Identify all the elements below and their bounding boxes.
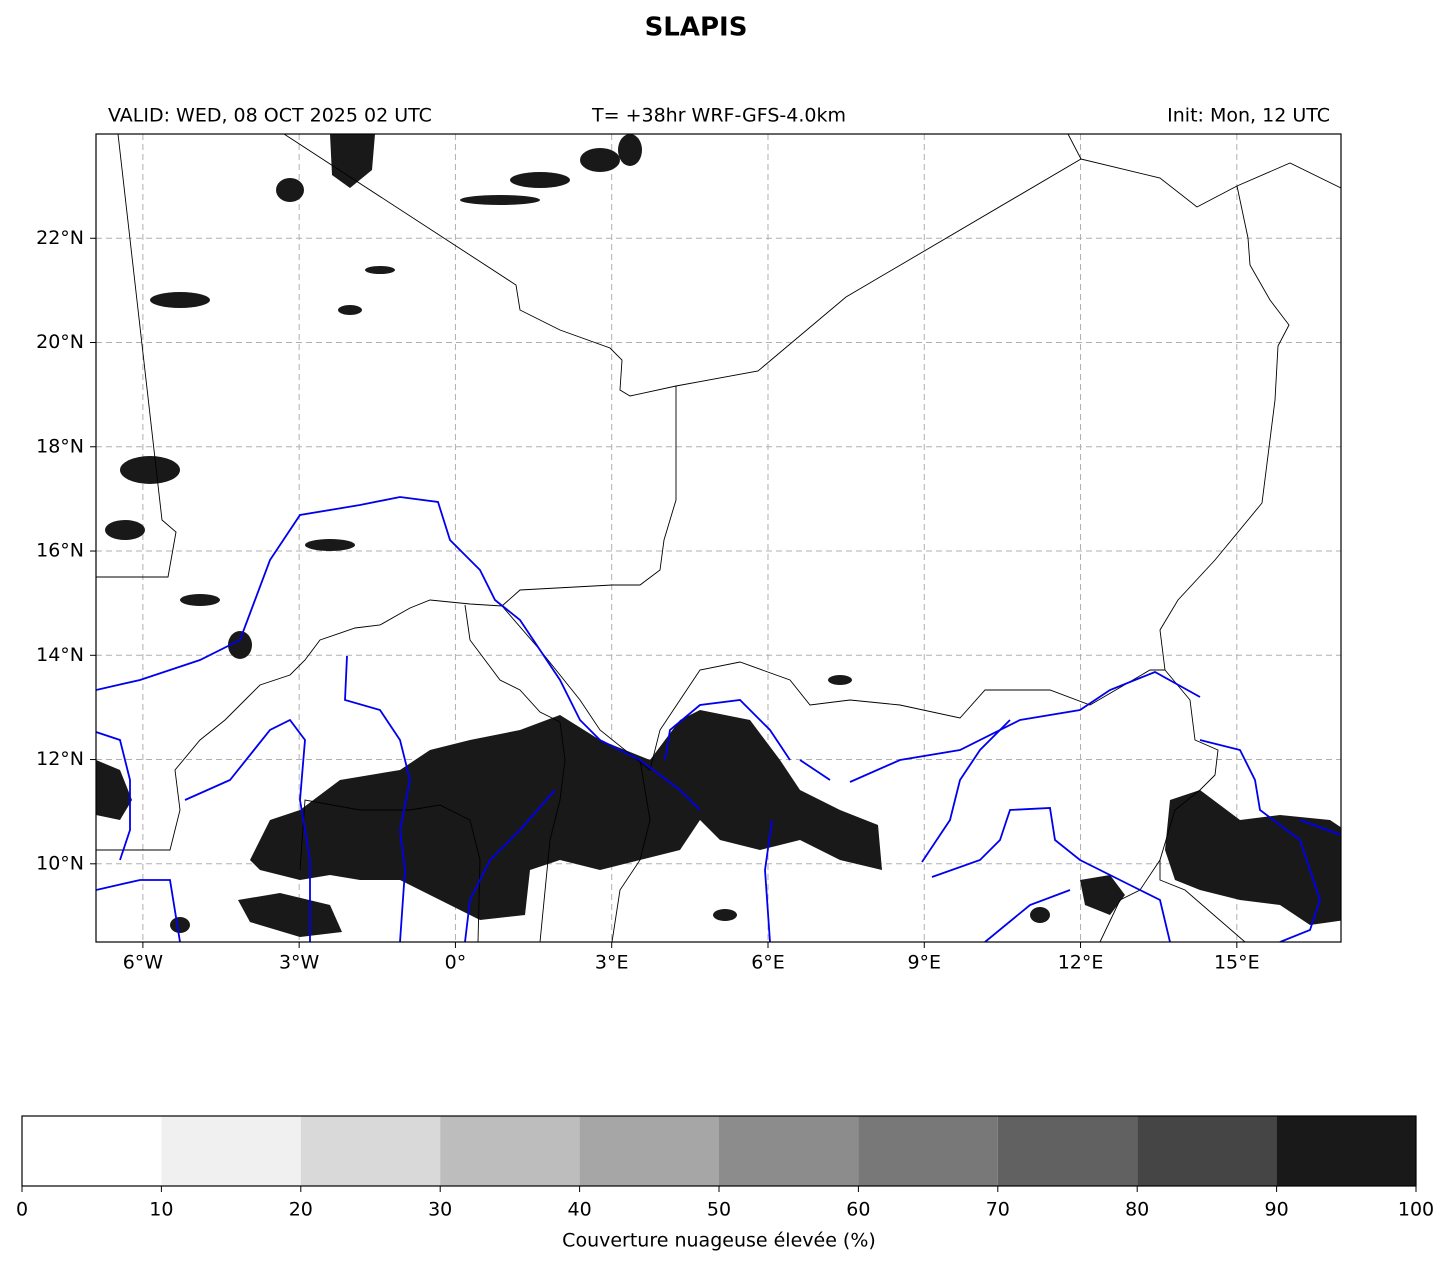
colorbar-bin (1276, 1116, 1416, 1186)
valid-time: VALID: WED, 08 OCT 2025 02 UTC (108, 105, 432, 127)
x-tick-label: 6°E (751, 952, 785, 974)
borders (96, 134, 1341, 942)
x-tick-label: 3°W (279, 952, 320, 974)
colorbar-bin (1137, 1116, 1277, 1186)
clouds (96, 134, 1341, 937)
colorbar-bin (719, 1116, 859, 1186)
y-tick-label: 22°N (36, 227, 84, 249)
colorbar-bin (161, 1116, 301, 1186)
x-tick-label: 15°E (1214, 952, 1260, 974)
colorbar-bin (997, 1116, 1138, 1186)
rivers (96, 496, 1341, 942)
map-frame (95, 133, 1342, 943)
map-layers (96, 134, 1341, 942)
y-tick-label: 20°N (36, 331, 84, 353)
y-tick-label: 12°N (36, 748, 84, 770)
colorbar-tick-label: 30 (428, 1199, 452, 1221)
colorbar-tick-label: 70 (986, 1199, 1010, 1221)
colorbar-tick-label: 0 (16, 1199, 28, 1221)
x-tick-label: 0° (445, 952, 467, 974)
title: SLAPIS (645, 13, 748, 43)
x-tick-label: 9°E (907, 952, 941, 974)
x-tick-label: 3°E (595, 952, 629, 974)
y-tick-label: 18°N (36, 435, 84, 457)
colorbar-tick-label: 80 (1125, 1199, 1149, 1221)
colorbar-tick-label: 10 (149, 1199, 173, 1221)
colorbar-bin (300, 1116, 441, 1186)
x-tick-label: 12°E (1058, 952, 1104, 974)
colorbar-bin (858, 1116, 998, 1186)
colorbar-tick-label: 100 (1398, 1199, 1434, 1221)
colorbar-tick-label: 40 (568, 1199, 592, 1221)
x-tick-label: 6°W (123, 952, 164, 974)
colorbar: 0 10 20 30 40 50 60 70 80 90 100 (16, 1115, 1434, 1221)
colorbar-label: Couverture nuageuse élevée (%) (562, 1230, 876, 1252)
colorbar-tick-label: 60 (846, 1199, 870, 1221)
run-info: T= +38hr WRF-GFS-4.0km (591, 105, 846, 127)
y-tick-label: 10°N (36, 852, 84, 874)
colorbar-bin (22, 1116, 162, 1186)
y-tick-label: 14°N (36, 644, 84, 666)
colorbar-tick-label: 50 (707, 1199, 731, 1221)
colorbar-tick-label: 90 (1265, 1199, 1289, 1221)
colorbar-tick-label: 20 (289, 1199, 313, 1221)
y-tick-label: 16°N (36, 540, 84, 562)
init-time: Init: Mon, 12 UTC (1167, 105, 1330, 127)
colorbar-bin (579, 1116, 719, 1186)
colorbar-bin (440, 1116, 580, 1186)
